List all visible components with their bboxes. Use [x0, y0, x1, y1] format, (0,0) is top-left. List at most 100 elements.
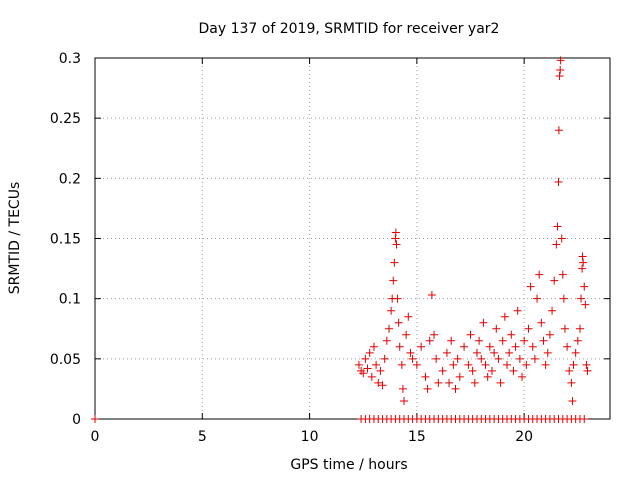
data-point [556, 66, 565, 75]
data-point [555, 72, 564, 81]
data-point [524, 324, 533, 333]
data-point [466, 330, 475, 339]
data-point [553, 222, 562, 231]
y-tick-label: 0.3 [59, 51, 81, 67]
data-point [554, 126, 563, 135]
data-point [470, 378, 479, 387]
data-point [569, 360, 578, 369]
data-point [398, 384, 407, 393]
data-point [577, 294, 586, 303]
data-point [453, 354, 462, 363]
data-point [518, 372, 527, 381]
data-point [427, 291, 436, 300]
chart-title: Day 137 of 2019, SRMTID for receiver yar… [199, 21, 500, 37]
data-point [505, 348, 514, 357]
data-point [449, 360, 458, 369]
data-point [354, 360, 363, 369]
data-point [522, 360, 531, 369]
data-point [583, 366, 592, 375]
y-axis-label: SRMTID / TECUs [7, 182, 23, 295]
data-point [520, 336, 529, 345]
data-point [365, 348, 374, 357]
data-points [91, 56, 592, 423]
data-point [479, 318, 488, 327]
data-point [582, 360, 591, 369]
data-point [545, 330, 554, 339]
data-point [483, 372, 492, 381]
data-point [455, 372, 464, 381]
y-tick-label: 0 [72, 412, 81, 428]
data-point [543, 348, 552, 357]
x-tick-label: 0 [91, 429, 100, 445]
data-point [537, 318, 546, 327]
data-point [565, 366, 574, 375]
plot-frame [94, 57, 611, 420]
data-point [490, 348, 499, 357]
data-point [578, 264, 587, 273]
data-point [361, 354, 370, 363]
y-tick-label: 0.15 [50, 232, 81, 248]
data-point [578, 252, 587, 261]
data-point [533, 294, 542, 303]
data-point [500, 312, 509, 321]
data-point [539, 336, 548, 345]
data-point [387, 306, 396, 315]
data-point [513, 306, 522, 315]
data-point [412, 360, 421, 369]
data-point [563, 342, 572, 351]
data-point [515, 354, 524, 363]
data-point [567, 378, 576, 387]
data-point [380, 354, 389, 363]
data-point [460, 342, 469, 351]
data-point [550, 276, 559, 285]
tick-labels: 0 5 10 15 20 0 0.05 0.1 0.15 0.2 0.25 0.3 [50, 51, 533, 445]
data-point [430, 330, 439, 339]
data-point [580, 282, 589, 291]
data-point [496, 378, 505, 387]
data-point [423, 384, 432, 393]
data-point [451, 384, 460, 393]
data-point [406, 348, 415, 357]
data-point [568, 396, 577, 405]
data-point [472, 348, 481, 357]
data-point [475, 336, 484, 345]
data-point [374, 378, 383, 387]
data-point [541, 360, 550, 369]
data-point [391, 228, 400, 237]
data-point [481, 360, 490, 369]
data-point [558, 270, 567, 279]
data-point [530, 354, 539, 363]
data-point [384, 324, 393, 333]
data-point [535, 270, 544, 279]
data-point [382, 336, 391, 345]
data-point [434, 378, 443, 387]
data-point [393, 294, 402, 303]
data-point [494, 354, 503, 363]
data-point [438, 366, 447, 375]
x-tick-label: 15 [408, 429, 426, 445]
data-point [425, 336, 434, 345]
data-point [369, 342, 378, 351]
data-point [509, 366, 518, 375]
data-point [372, 360, 381, 369]
y-tick-label: 0.25 [50, 111, 81, 127]
data-point [363, 364, 372, 373]
x-axis-label: GPS time / hours [290, 457, 407, 473]
data-point [554, 177, 563, 186]
data-point [556, 56, 565, 65]
data-point [404, 312, 413, 321]
data-point [575, 324, 584, 333]
data-point [579, 258, 588, 267]
x-tick-label: 10 [301, 429, 319, 445]
data-point [394, 318, 403, 327]
data-point [487, 366, 496, 375]
data-point [397, 360, 406, 369]
data-point [507, 330, 516, 339]
data-point [548, 306, 557, 315]
data-point [402, 330, 411, 339]
x-tick-label: 5 [198, 429, 207, 445]
data-point [498, 336, 507, 345]
data-point [442, 348, 451, 357]
data-point [392, 240, 401, 249]
